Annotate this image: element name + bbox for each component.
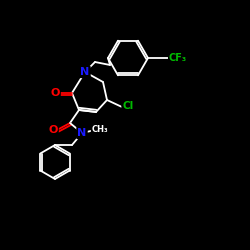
Text: O: O — [50, 88, 60, 98]
Text: CH₃: CH₃ — [92, 124, 108, 134]
Text: O: O — [48, 125, 58, 135]
Text: N: N — [80, 67, 90, 77]
Text: N: N — [78, 128, 87, 138]
Text: Cl: Cl — [122, 101, 134, 111]
Text: CF₃: CF₃ — [169, 53, 187, 63]
